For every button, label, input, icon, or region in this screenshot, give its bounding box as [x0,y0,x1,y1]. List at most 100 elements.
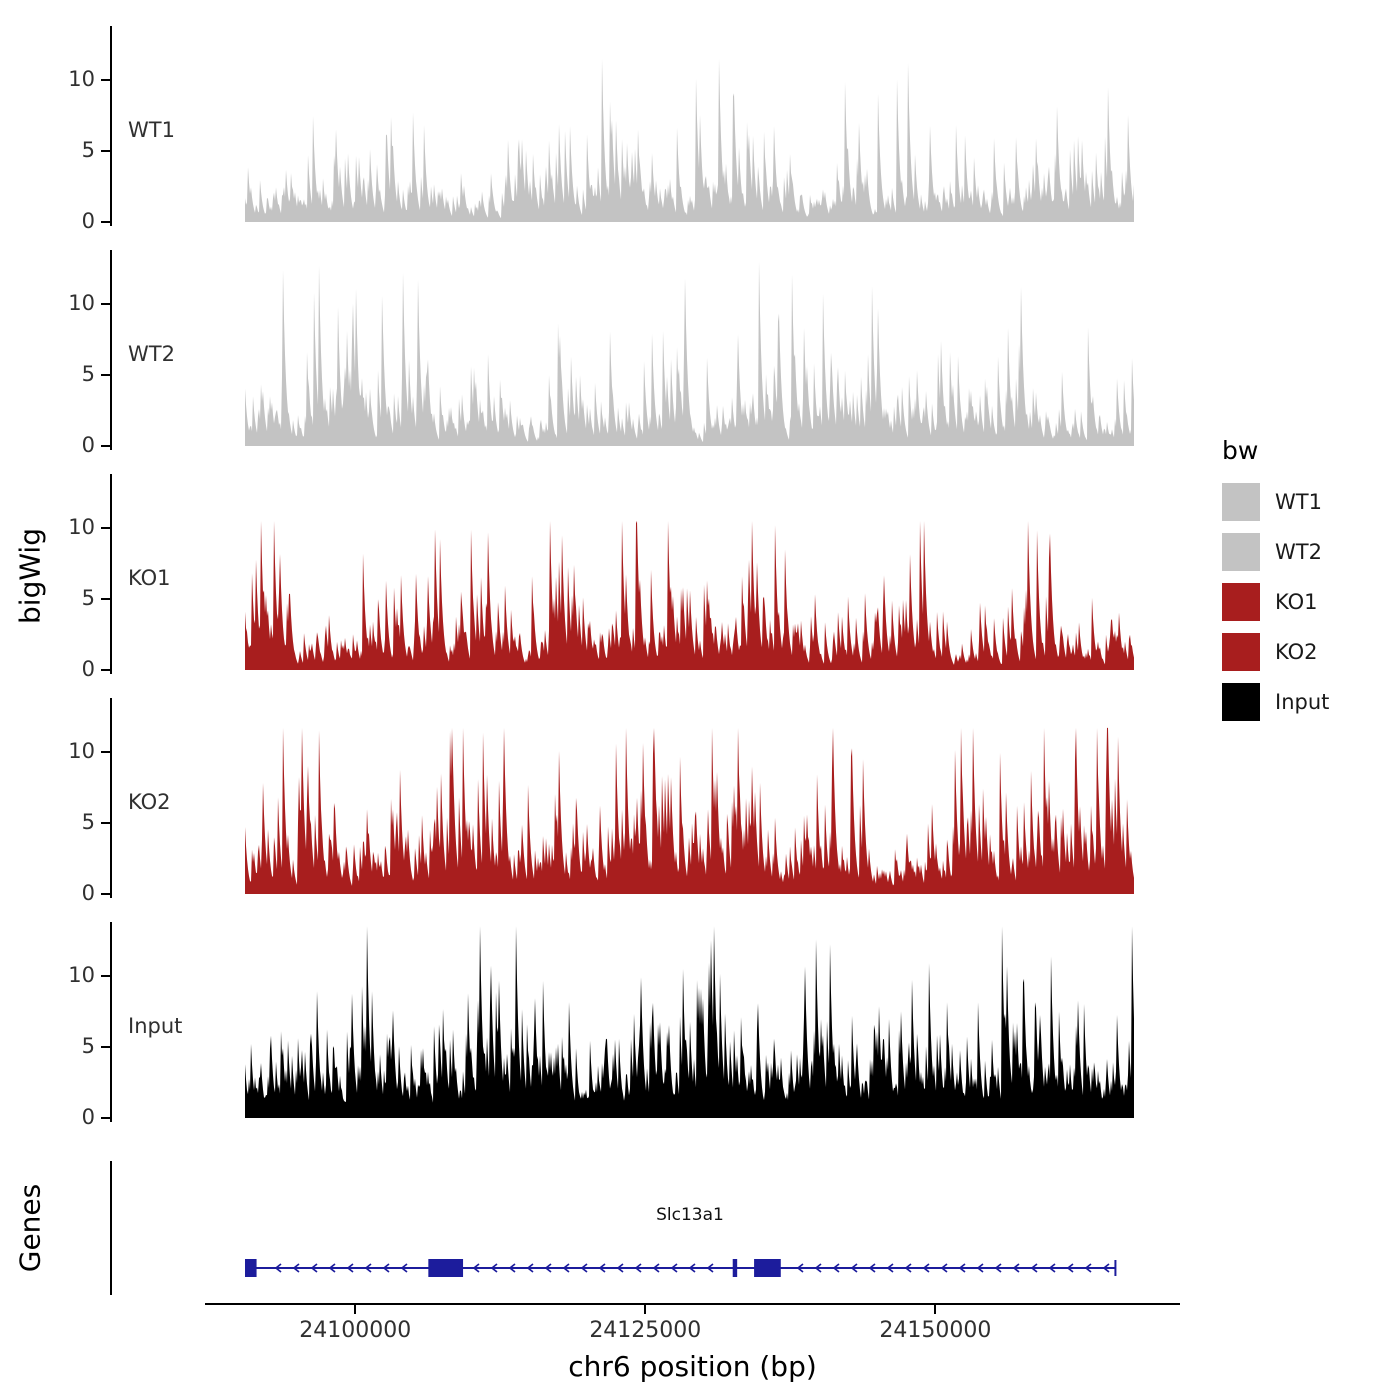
y-tick [101,374,110,376]
strand-arrow [670,1263,678,1273]
strand-arrow [310,1263,318,1273]
track-area-wt1 [245,58,1134,223]
x-tick-label: 24100000 [299,1318,412,1343]
strand-arrow [958,1263,966,1273]
legend-items: WT1 WT2 KO1 KO2 Input [1222,477,1329,727]
legend-item-ko1: KO1 [1222,577,1329,627]
strand-arrow [634,1263,642,1273]
legend-label: KO2 [1275,640,1318,664]
y-tick [101,751,110,753]
y-tick [101,893,110,895]
y-tick-label: 5 [81,810,95,834]
y-axis-line [110,698,112,898]
track-label-ko2: KO2 [128,790,171,814]
strand-arrow [562,1263,570,1273]
strand-arrow [814,1263,822,1273]
strand-arrow [706,1263,714,1273]
track-label-ko1: KO1 [128,566,171,590]
y-tick-label: 5 [81,586,95,610]
strand-arrow [328,1263,336,1273]
strand-arrow [346,1263,354,1273]
legend-item-wt2: WT2 [1222,527,1329,577]
legend-swatch-ko2 [1222,633,1260,671]
legend-item-input: Input [1222,677,1329,727]
y-axis-line [110,26,112,226]
track-area-ko2 [245,727,1134,894]
track-label-input: Input [128,1014,183,1038]
y-tick-label: 10 [68,67,95,91]
legend-label: Input [1275,690,1330,714]
y-tick [101,598,110,600]
strand-arrow [1048,1263,1056,1273]
coverage-area [245,58,1134,223]
legend-label: WT2 [1275,540,1322,564]
y-tick-label: 10 [68,739,95,763]
x-tick [934,1305,937,1314]
x-axis-title: chr6 position (bp) [568,1350,817,1383]
y-tick-label: 0 [81,433,95,457]
coverage-area [245,727,1134,894]
legend-label: WT1 [1275,490,1322,514]
y-tick-label: 10 [68,515,95,539]
strand-arrow [688,1263,696,1273]
genes-panel: Slc13a1 [0,1155,1400,1303]
strand-arrow [382,1263,390,1273]
track-panel-wt2: 0 5 10 WT2 [0,250,1400,457]
strand-arrow [364,1263,372,1273]
strand-arrow [616,1263,624,1273]
legend-label: KO1 [1275,590,1318,614]
coverage-area [245,520,1134,670]
exon [754,1259,781,1277]
strand-arrow [1102,1263,1110,1273]
y-tick [101,1117,110,1119]
strand-arrow [580,1263,588,1273]
x-axis: chr6 position (bp) 24100000 24125000 24150… [0,1303,1400,1400]
track-panel-ko1: 0 5 10 KO1 [0,474,1400,681]
y-tick-label: 5 [81,138,95,162]
strand-arrow [472,1263,480,1273]
legend-swatch-input [1222,683,1260,721]
legend-item-wt1: WT1 [1222,477,1329,527]
strand-arrow [904,1263,912,1273]
genes-axis-line [110,1161,112,1295]
y-tick [101,822,110,824]
y-tick-label: 10 [68,963,95,987]
legend-title: bw [1222,436,1259,465]
y-tick [101,527,110,529]
track-area-wt2 [245,261,1134,446]
strand-arrow [940,1263,948,1273]
strand-arrow [274,1263,282,1273]
y-tick-label: 5 [81,1034,95,1058]
gene-name-label: Slc13a1 [656,1205,724,1225]
strand-arrow [1084,1263,1092,1273]
strand-arrow [526,1263,534,1273]
coverage-area [245,261,1134,446]
y-tick-label: 0 [81,657,95,681]
legend-item-ko2: KO2 [1222,627,1329,677]
y-tick [101,445,110,447]
strand-arrow [976,1263,984,1273]
track-area-ko1 [245,520,1134,670]
strand-arrow [886,1263,894,1273]
track-label-wt1: WT1 [128,118,175,142]
strand-arrow [652,1263,660,1273]
y-tick [101,669,110,671]
track-label-wt2: WT2 [128,342,175,366]
legend-swatch-wt1 [1222,483,1260,521]
x-tick [354,1305,357,1314]
y-tick [101,303,110,305]
y-tick [101,150,110,152]
y-tick [101,1046,110,1048]
legend-swatch-wt2 [1222,533,1260,571]
strand-arrow [1030,1263,1038,1273]
track-panel-ko2: 0 5 10 KO2 [0,698,1400,905]
exon [428,1259,464,1277]
strand-arrow [292,1263,300,1273]
x-axis-line [205,1303,1180,1305]
gene-model [245,1259,1117,1277]
exon [245,1259,257,1277]
strand-arrow [796,1263,804,1273]
strand-arrow [400,1263,408,1273]
strand-arrow [508,1263,516,1273]
